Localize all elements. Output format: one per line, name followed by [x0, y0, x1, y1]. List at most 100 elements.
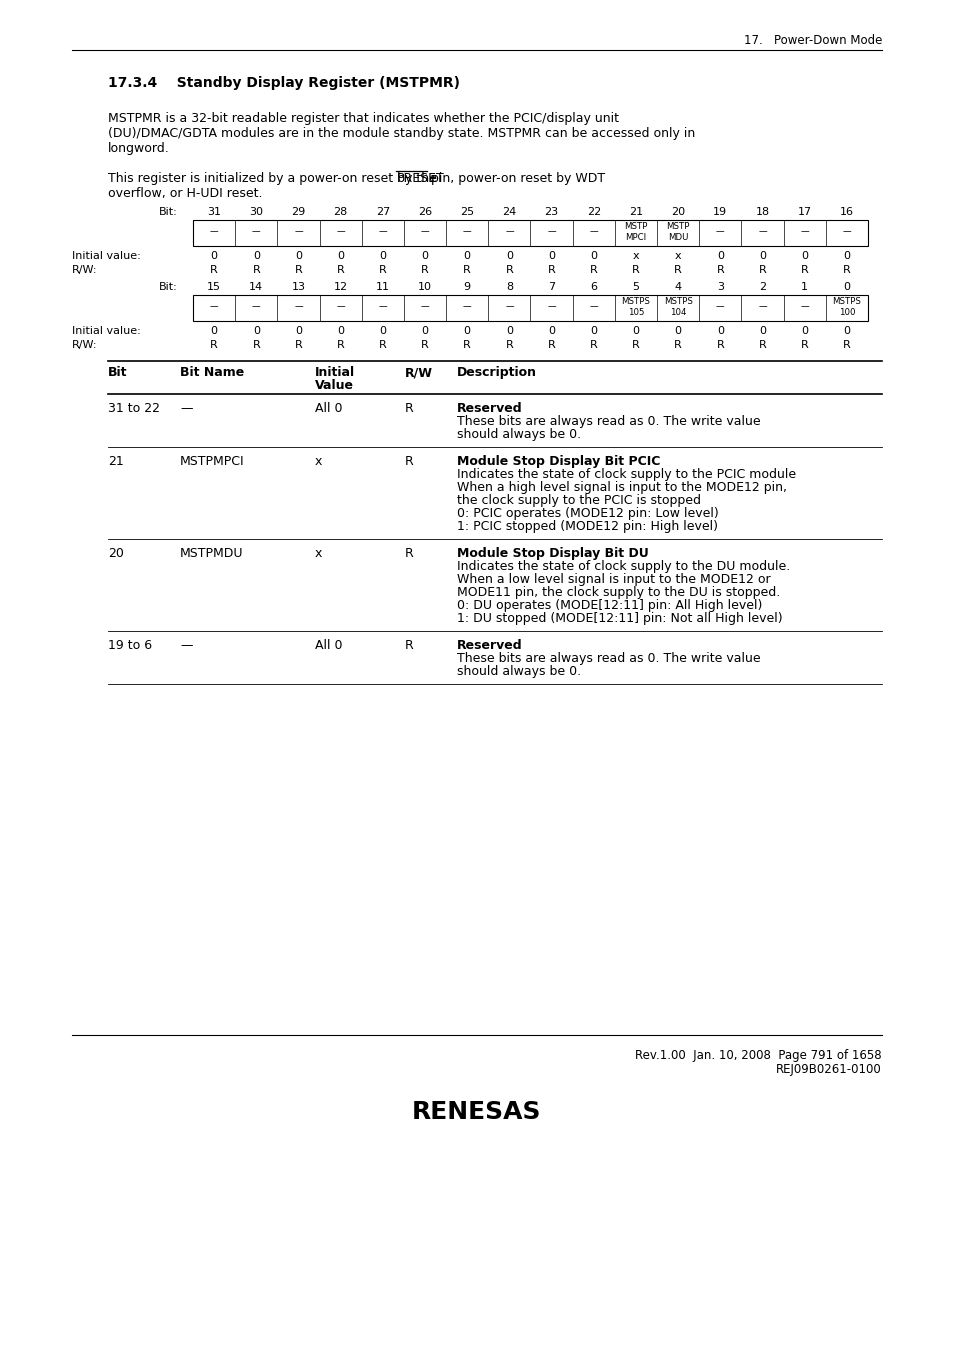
Text: R: R: [378, 340, 386, 350]
Text: —: —: [378, 302, 387, 312]
Text: —: —: [294, 228, 302, 236]
Text: 0: 0: [379, 251, 386, 261]
Text: R: R: [405, 639, 414, 652]
Text: —: —: [294, 302, 302, 312]
Text: —: —: [716, 228, 724, 236]
Text: R: R: [405, 455, 414, 468]
Text: x: x: [314, 547, 322, 560]
Text: 8: 8: [505, 282, 513, 292]
Text: 0: 0: [842, 325, 849, 336]
Text: longword.: longword.: [108, 142, 170, 155]
Text: R: R: [420, 265, 429, 275]
Text: MSTPMR is a 32-bit readable register that indicates whether the PCIC/display uni: MSTPMR is a 32-bit readable register tha…: [108, 112, 618, 126]
Text: —: —: [378, 228, 387, 236]
Text: 19 to 6: 19 to 6: [108, 639, 152, 652]
Text: —: —: [547, 302, 556, 312]
Text: R: R: [758, 265, 765, 275]
Text: R: R: [547, 265, 555, 275]
Text: R: R: [505, 265, 513, 275]
Text: 9: 9: [463, 282, 470, 292]
Text: MSTPMDU: MSTPMDU: [180, 547, 243, 560]
Text: R: R: [842, 265, 850, 275]
Text: 26: 26: [417, 207, 432, 217]
Text: 2: 2: [759, 282, 765, 292]
Text: 0: 0: [463, 251, 470, 261]
Text: 21: 21: [108, 455, 124, 468]
Text: 29: 29: [291, 207, 305, 217]
Text: 30: 30: [249, 207, 263, 217]
Text: Bit:: Bit:: [159, 282, 178, 292]
Text: x: x: [314, 455, 322, 468]
Text: R: R: [589, 265, 597, 275]
Text: 6: 6: [590, 282, 597, 292]
Text: 0: 0: [716, 251, 723, 261]
Text: 0: 0: [463, 325, 470, 336]
Text: 4: 4: [674, 282, 681, 292]
Text: Initial: Initial: [314, 366, 355, 379]
Text: —: —: [758, 302, 766, 312]
Text: R: R: [800, 340, 808, 350]
Text: 15: 15: [207, 282, 221, 292]
Text: 11: 11: [375, 282, 390, 292]
Text: 0: 0: [801, 325, 807, 336]
Text: When a low level signal is input to the MODE12 or: When a low level signal is input to the …: [456, 572, 770, 586]
Text: —: —: [336, 302, 345, 312]
Text: MSTPS
105: MSTPS 105: [621, 297, 650, 317]
Text: MSTPS
104: MSTPS 104: [663, 297, 692, 317]
Text: R: R: [294, 340, 302, 350]
Text: 0: 0: [674, 325, 681, 336]
Text: 14: 14: [249, 282, 263, 292]
Text: Module Stop Display Bit PCIC: Module Stop Display Bit PCIC: [456, 455, 659, 468]
Text: This register is initialized by a power-on reset by the: This register is initialized by a power-…: [108, 171, 440, 185]
Text: Description: Description: [456, 366, 537, 379]
Text: 1: 1: [801, 282, 807, 292]
Text: R: R: [632, 265, 639, 275]
Text: —: —: [800, 302, 808, 312]
Text: 20: 20: [108, 547, 124, 560]
Text: 0: 0: [421, 325, 428, 336]
Text: 5: 5: [632, 282, 639, 292]
Text: Reserved: Reserved: [456, 639, 522, 652]
Text: Value: Value: [314, 379, 354, 391]
Bar: [193, 220, 867, 246]
Text: —: —: [841, 228, 850, 236]
Text: MSTP
MPCI: MSTP MPCI: [623, 223, 647, 242]
Text: Bit: Bit: [108, 366, 128, 379]
Text: Rev.1.00  Jan. 10, 2008  Page 791 of 1658: Rev.1.00 Jan. 10, 2008 Page 791 of 1658: [635, 1049, 882, 1062]
Text: 28: 28: [334, 207, 348, 217]
Text: 0: 0: [211, 325, 217, 336]
Text: All 0: All 0: [314, 402, 342, 414]
Text: —: —: [504, 302, 513, 312]
Text: 19: 19: [713, 207, 726, 217]
Text: Reserved: Reserved: [456, 402, 522, 414]
Text: 1: PCIC stopped (MODE12 pin: High level): 1: PCIC stopped (MODE12 pin: High level): [456, 520, 718, 533]
Text: 17.3.4    Standby Display Register (MSTPMR): 17.3.4 Standby Display Register (MSTPMR): [108, 76, 459, 90]
Text: R: R: [210, 340, 217, 350]
Text: 0: DU operates (MODE[12:11] pin: All High level): 0: DU operates (MODE[12:11] pin: All Hig…: [456, 599, 761, 612]
Text: R: R: [716, 265, 723, 275]
Text: 27: 27: [375, 207, 390, 217]
Text: 0: 0: [716, 325, 723, 336]
Text: Indicates the state of clock supply to the PCIC module: Indicates the state of clock supply to t…: [456, 468, 796, 481]
Text: R: R: [378, 265, 386, 275]
Text: 0: 0: [211, 251, 217, 261]
Text: —: —: [210, 228, 218, 236]
Text: 0: 0: [253, 251, 259, 261]
Text: 0: 0: [801, 251, 807, 261]
Text: 25: 25: [459, 207, 474, 217]
Text: 0: 0: [632, 325, 639, 336]
Text: R: R: [336, 265, 344, 275]
Text: 13: 13: [292, 282, 305, 292]
Text: R/W:: R/W:: [71, 265, 97, 275]
Text: REJ09B0261-0100: REJ09B0261-0100: [776, 1062, 882, 1076]
Text: —: —: [180, 402, 193, 414]
Text: 17: 17: [797, 207, 811, 217]
Text: —: —: [252, 302, 260, 312]
Text: R: R: [589, 340, 597, 350]
Text: 0: 0: [336, 251, 344, 261]
Bar: [193, 296, 867, 321]
Text: 0: 0: [253, 325, 259, 336]
Text: —: —: [336, 228, 345, 236]
Text: 0: 0: [759, 251, 765, 261]
Text: should always be 0.: should always be 0.: [456, 666, 580, 678]
